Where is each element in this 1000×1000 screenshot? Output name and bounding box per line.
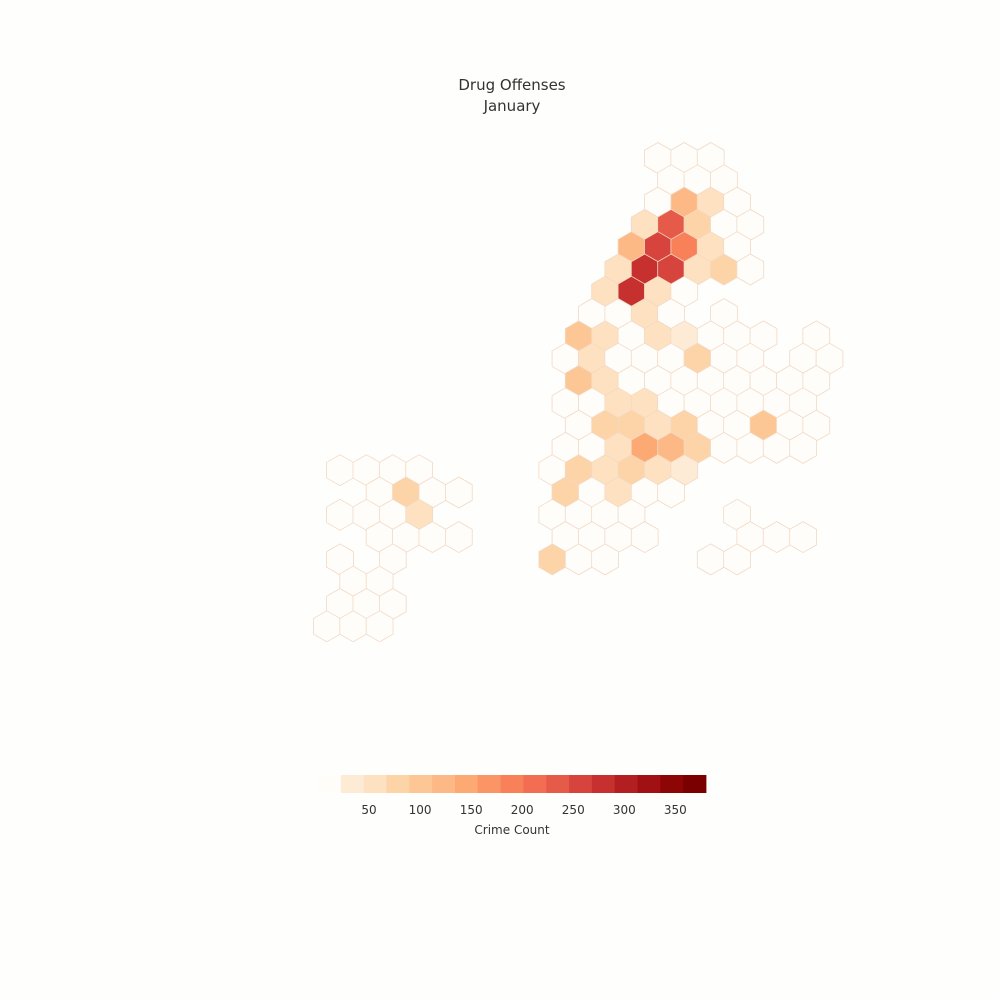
colorbar-swatch: [523, 775, 547, 793]
hexbin-layer: [312, 142, 844, 643]
hex-cell: [591, 543, 619, 576]
chart-title: Drug Offenses: [458, 76, 565, 94]
colorbar-swatches: [318, 775, 707, 793]
hex-cell: [762, 521, 791, 554]
colorbar-swatch: [591, 775, 616, 793]
hex-cell: [630, 521, 659, 554]
hex-cell: [444, 476, 473, 509]
colorbar-swatch: [683, 775, 707, 793]
colorbar-label: Crime Count: [474, 823, 549, 837]
colorbar-swatch: [454, 775, 479, 793]
colorbar-tick-label: 350: [664, 803, 687, 817]
colorbar-swatch: [386, 775, 410, 793]
hex-cell: [789, 521, 817, 554]
colorbar-swatch: [477, 775, 501, 793]
colorbar-swatch: [637, 775, 661, 793]
hex-cell: [326, 454, 354, 487]
colorbar-swatch: [363, 775, 387, 793]
colorbar-swatch: [409, 775, 433, 793]
colorbar: 50 100 150 200 250 300 350 Crime Count: [318, 775, 707, 837]
colorbar-tick-label: 100: [409, 803, 432, 817]
hex-cell: [365, 610, 394, 643]
colorbar-tick-label: 50: [361, 803, 376, 817]
colorbar-swatch: [432, 775, 456, 793]
colorbar-swatch: [500, 775, 524, 793]
chart-subtitle: January: [483, 97, 541, 115]
colorbar-swatch: [546, 775, 570, 793]
hex-cell: [444, 521, 473, 554]
hex-cell: [789, 431, 817, 464]
colorbar-tick-label: 200: [511, 803, 534, 817]
colorbar-swatch: [660, 775, 684, 793]
hex-cell: [736, 253, 765, 286]
colorbar-swatch: [569, 775, 593, 793]
hex-cell: [723, 543, 751, 576]
colorbar-swatch: [318, 775, 342, 793]
colorbar-swatch: [340, 775, 365, 793]
colorbar-ticks: 50 100 150 200 250 300 350: [361, 803, 686, 817]
hex-cell: [326, 498, 354, 531]
hex-cell: [657, 476, 685, 509]
colorbar-tick-label: 300: [613, 803, 636, 817]
hex-cell: [696, 543, 725, 576]
colorbar-tick-label: 150: [460, 803, 483, 817]
colorbar-tick-label: 250: [562, 803, 585, 817]
colorbar-swatch: [614, 775, 638, 793]
